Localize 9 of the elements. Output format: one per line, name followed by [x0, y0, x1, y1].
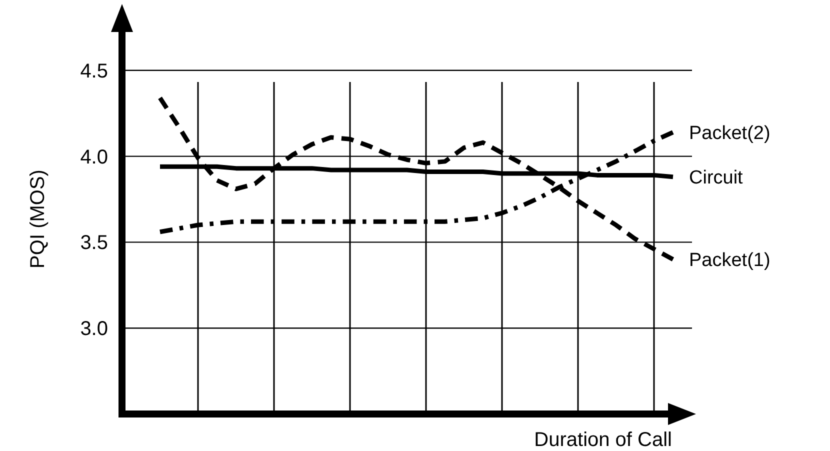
y-axis-title: PQI (MOS): [27, 170, 49, 268]
y-tick-label: 3.0: [80, 318, 108, 340]
y-tick-label: 3.5: [80, 232, 108, 254]
x-axis-title: Duration of Call: [534, 429, 672, 451]
y-tick-label: 4.0: [80, 146, 108, 168]
y-tick-label: 4.5: [80, 60, 108, 82]
series-label: Packet(1): [689, 250, 770, 272]
series-label: Circuit: [689, 168, 744, 189]
series-label: Packet(2): [689, 122, 770, 144]
